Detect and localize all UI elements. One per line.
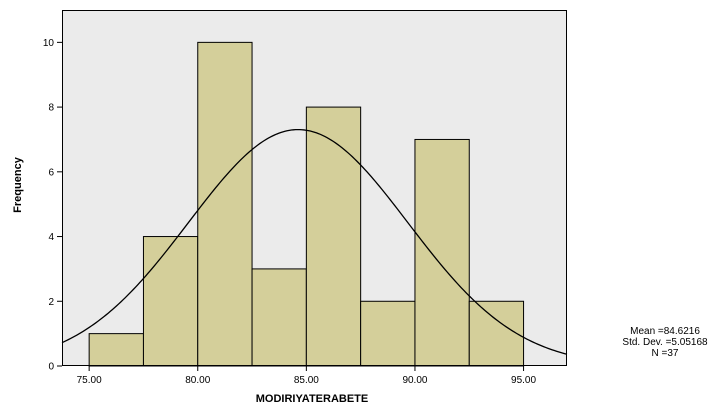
x-tick-label: 90.00 bbox=[402, 375, 427, 386]
histogram-bar bbox=[251, 268, 307, 367]
histogram-bar bbox=[360, 300, 416, 367]
normal-curve bbox=[61, 128, 568, 355]
x-tick-label: 95.00 bbox=[511, 375, 536, 386]
x-axis-title: MODIRIYATERABETE bbox=[256, 393, 368, 405]
histogram-bar bbox=[88, 333, 144, 367]
histogram-bar bbox=[305, 106, 362, 367]
x-tick-label: 80.00 bbox=[185, 375, 210, 386]
plot-frame bbox=[62, 10, 567, 366]
x-tick-label: 75.00 bbox=[77, 375, 102, 386]
y-axis: 0 2 4 6 8 10 bbox=[43, 38, 62, 373]
histogram-bar bbox=[414, 138, 470, 367]
bars-group bbox=[88, 41, 525, 367]
x-axis: 75.00 80.00 85.00 90.00 95.00 bbox=[77, 366, 537, 386]
stats-mean: Mean =84.6216 bbox=[630, 326, 700, 337]
y-tick-label: 2 bbox=[48, 297, 54, 308]
histogram-bar bbox=[142, 236, 199, 367]
stats-std-dev: Std. Dev. =5.05168 bbox=[622, 337, 708, 348]
histogram-bar bbox=[468, 300, 525, 367]
y-axis-title: Frequency bbox=[12, 156, 24, 213]
x-tick-label: 85.00 bbox=[294, 375, 319, 386]
y-tick-label: 0 bbox=[48, 362, 54, 373]
histogram-bar bbox=[197, 41, 253, 367]
y-tick-label: 8 bbox=[48, 103, 54, 114]
y-tick-label: 6 bbox=[48, 167, 54, 178]
y-tick-label: 4 bbox=[48, 232, 54, 243]
y-tick-label: 10 bbox=[43, 38, 55, 49]
stats-n: N =37 bbox=[652, 348, 679, 359]
